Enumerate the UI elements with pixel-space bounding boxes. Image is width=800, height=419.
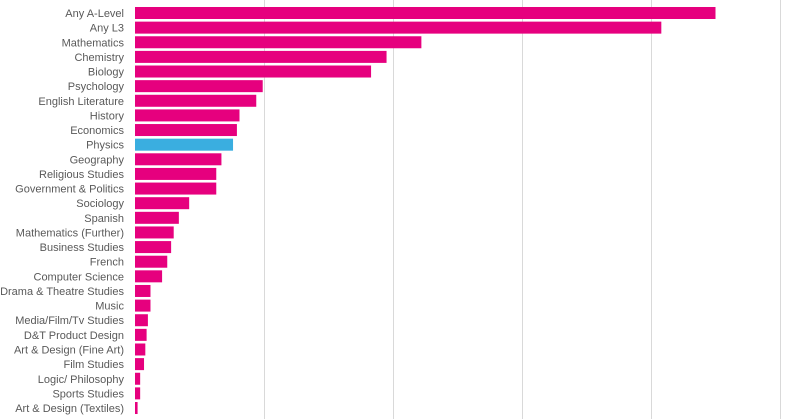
category-label-mathematics: Mathematics [62, 37, 125, 49]
bar-d-t-product-design [135, 328, 147, 341]
category-label-music: Music [95, 301, 124, 313]
bar-religious-studies [135, 167, 217, 180]
bar-spanish [135, 211, 179, 224]
bar-music [135, 299, 151, 312]
bar-government-politics [135, 182, 217, 195]
bar-french [135, 255, 168, 268]
category-label-logic-philosophy: Logic/ Philosophy [38, 374, 125, 386]
category-label-religious-studies: Religious Studies [39, 169, 124, 181]
category-label-business-studies: Business Studies [40, 242, 125, 254]
bar-biology [135, 65, 372, 78]
bar-art-design-fine-art [135, 343, 146, 356]
bar-mathematics [135, 36, 422, 49]
category-label-media-film-tv-studies: Media/Film/Tv Studies [15, 315, 124, 327]
bar-physics [135, 138, 234, 151]
category-label-history: History [90, 110, 125, 122]
bar-film-studies [135, 358, 145, 371]
category-label-english-literature: English Literature [38, 96, 124, 108]
bar-psychology [135, 80, 263, 93]
bar-business-studies [135, 241, 172, 254]
bar-art-design-textiles [135, 402, 138, 415]
bar-computer-science [135, 270, 163, 283]
category-labels: Any A-Level Any L3 Mathematics Chemistry Bio… [0, 8, 124, 415]
gridlines [264, 0, 781, 419]
category-label-sports-studies: Sports Studies [52, 388, 124, 400]
category-label-government-politics: Government & Politics [15, 184, 124, 196]
category-label-art-design-fine-art: Art & Design (Fine Art) [14, 344, 124, 356]
category-label-biology: Biology [88, 67, 125, 79]
bar-geography [135, 153, 222, 166]
bar-sports-studies [135, 387, 141, 400]
bars [135, 7, 716, 415]
category-label-chemistry: Chemistry [74, 52, 124, 64]
category-label-film-studies: Film Studies [63, 359, 124, 371]
bar-history [135, 109, 240, 122]
category-label-sociology: Sociology [76, 198, 124, 210]
bar-media-film-tv-studies [135, 314, 148, 327]
bar-economics [135, 124, 237, 137]
category-label-french: French [90, 257, 124, 269]
category-label-art-design-textiles: Art & Design (Textiles) [15, 403, 124, 415]
category-label-physics: Physics [86, 140, 124, 152]
category-label-psychology: Psychology [68, 81, 125, 93]
category-label-any-l3: Any L3 [90, 23, 124, 35]
bar-any-l3 [135, 21, 662, 34]
category-label-any-a-level: Any A-Level [65, 8, 124, 20]
category-label-geography: Geography [70, 154, 125, 166]
bar-drama-theatre-studies [135, 284, 151, 297]
bar-english-literature [135, 94, 257, 107]
bar-chemistry [135, 50, 387, 63]
category-label-mathematics-further: Mathematics (Further) [16, 227, 124, 239]
category-label-drama-theatre-studies: Drama & Theatre Studies [0, 286, 124, 298]
bar-any-a-level [135, 7, 716, 19]
category-label-spanish: Spanish [84, 213, 124, 225]
category-label-computer-science: Computer Science [34, 271, 125, 283]
category-label-d-t-product-design: D&T Product Design [24, 330, 124, 342]
bar-logic-philosophy [135, 372, 141, 385]
bar-mathematics-further [135, 226, 174, 239]
bar-sociology [135, 197, 190, 210]
category-label-economics: Economics [70, 125, 124, 137]
